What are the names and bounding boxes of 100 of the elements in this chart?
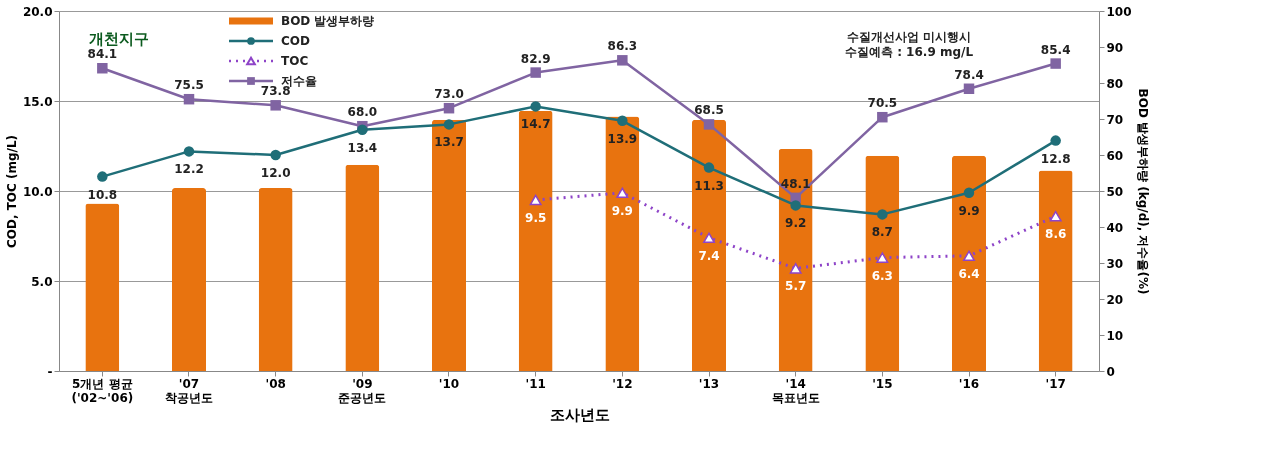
data-label: 11.3: [694, 178, 724, 193]
point: [183, 93, 195, 105]
point: [1049, 210, 1062, 222]
data-label: 13.9: [607, 131, 638, 146]
data-label: 10.8: [87, 187, 118, 202]
point: [617, 55, 628, 66]
legend-label: COD: [281, 34, 311, 48]
bar: [952, 155, 986, 371]
y2-tick-label: 10: [1106, 328, 1124, 343]
y-tick-label: 10.0: [22, 184, 53, 199]
y2-tick-label: 40: [1106, 220, 1124, 235]
data-label: 14.7: [520, 117, 551, 132]
data-label: 84.1: [87, 47, 118, 62]
bar: [778, 148, 813, 371]
legend-label: BOD 발생부하량: [281, 14, 375, 28]
point: [357, 124, 368, 136]
x-tick-label: 5개년 평균 ('02~'06): [71, 376, 134, 405]
data-label: 12.2: [174, 162, 204, 177]
point: [270, 149, 281, 161]
bar: [85, 203, 120, 371]
point: [789, 263, 802, 274]
legend-label: TOC: [281, 54, 309, 68]
x-tick-label: '15: [872, 376, 893, 391]
point: [963, 250, 975, 262]
data-label: 7.4: [698, 248, 720, 263]
bar: [258, 188, 293, 371]
point: [1050, 58, 1061, 69]
data-label: 9.9: [958, 203, 980, 218]
data-label: 12.0: [260, 166, 291, 180]
bar: [345, 164, 380, 371]
y-tick-label: -: [47, 364, 53, 379]
data-label: 82.9: [520, 51, 551, 66]
data-label: 8.7: [871, 225, 893, 240]
x-tick-label: '07 착공년도: [165, 376, 213, 405]
data-label: 12.8: [1040, 151, 1071, 166]
y2-tick-label: 60: [1106, 148, 1124, 163]
point: [270, 100, 281, 111]
data-label: 9.9: [611, 203, 633, 218]
data-label: 48.1: [780, 176, 811, 191]
bar: [172, 188, 206, 371]
y2-tick-label: 0: [1106, 364, 1115, 379]
data-label: 73.0: [434, 87, 464, 102]
data-label: 13.4: [347, 140, 378, 155]
x-tick-label: '13: [698, 376, 720, 391]
x-tick-label: '12: [612, 376, 633, 391]
x-axis-title: 조사년도: [549, 405, 610, 424]
point: [97, 171, 108, 182]
y-tick-label: 5.0: [31, 274, 53, 289]
data-label: 6.4: [958, 266, 980, 281]
point: [703, 119, 715, 130]
data-label: 86.3: [607, 39, 638, 54]
bar: [432, 119, 466, 371]
y2-tick-label: 100: [1106, 4, 1132, 19]
point: [529, 194, 542, 206]
data-label: 6.3: [871, 268, 893, 283]
y2-tick-label: 20: [1106, 292, 1124, 307]
x-tick-label: '08: [265, 376, 286, 391]
point: [617, 115, 628, 127]
point: [1050, 135, 1061, 146]
data-label: 9.2: [785, 216, 807, 231]
data-label: 85.4: [1040, 42, 1071, 57]
y2-tick-label: 50: [1106, 184, 1124, 199]
point: [963, 187, 975, 199]
point: [703, 162, 715, 173]
bar: [1038, 170, 1073, 371]
annotation: 수질개선사업 미시행시 수질예측 : 16.9 mg/L: [844, 30, 974, 59]
bar: [692, 119, 726, 371]
point: [876, 252, 889, 263]
y2-tick-label: 90: [1106, 40, 1124, 55]
y2-tick-label: 70: [1106, 112, 1124, 127]
point: [443, 119, 455, 130]
data-label: 70.5: [867, 96, 898, 111]
y2-tick-label: 80: [1106, 76, 1124, 91]
bar: [605, 116, 640, 371]
point: [443, 102, 455, 114]
y-tick-label: 20.0: [22, 4, 53, 19]
point: [616, 187, 629, 199]
annotation: 개천지구: [89, 30, 149, 48]
data-label: 8.6: [1045, 227, 1067, 242]
x-tick-label: '11: [525, 376, 546, 391]
point: [97, 63, 108, 74]
x-tick-label: '17: [1045, 376, 1066, 391]
x-tick-label: '09 준공년도: [338, 376, 387, 405]
x-tick-label: '14 목표년도: [771, 376, 820, 405]
bar: [518, 110, 553, 371]
bar: [865, 155, 900, 371]
data-label: 5.7: [785, 279, 807, 294]
point: [790, 200, 801, 211]
y-tick-label: 15.0: [22, 94, 53, 109]
x-tick-label: '16: [958, 376, 980, 391]
point: [877, 111, 888, 123]
data-label: 9.5: [525, 211, 547, 225]
y2-axis-title: BOD 발생부하량 (kg/d), 저수율(%): [1135, 88, 1150, 295]
data-label: 68.5: [694, 103, 724, 118]
data-label: 78.4: [954, 67, 984, 82]
point: [877, 209, 888, 220]
y-axis-title: COD, TOC (mg/L): [4, 134, 19, 249]
data-label: 13.7: [434, 135, 464, 150]
y2-tick-label: 30: [1106, 256, 1124, 271]
data-label: 75.5: [174, 78, 204, 93]
